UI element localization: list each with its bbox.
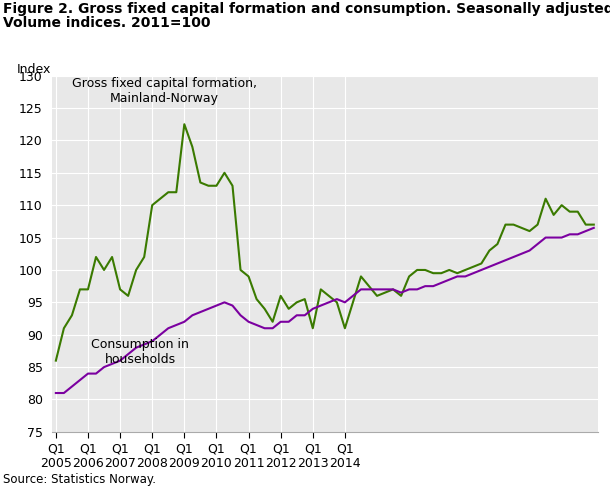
Text: Figure 2. Gross fixed capital formation and consumption. Seasonally adjusted.: Figure 2. Gross fixed capital formation … <box>3 2 610 17</box>
Text: Consumption in
households: Consumption in households <box>92 338 189 366</box>
Text: Gross fixed capital formation,
Mainland-Norway: Gross fixed capital formation, Mainland-… <box>72 77 257 105</box>
Text: Volume indices. 2011=100: Volume indices. 2011=100 <box>3 16 210 30</box>
Text: Source: Statistics Norway.: Source: Statistics Norway. <box>3 472 156 486</box>
Text: Index: Index <box>16 62 51 76</box>
